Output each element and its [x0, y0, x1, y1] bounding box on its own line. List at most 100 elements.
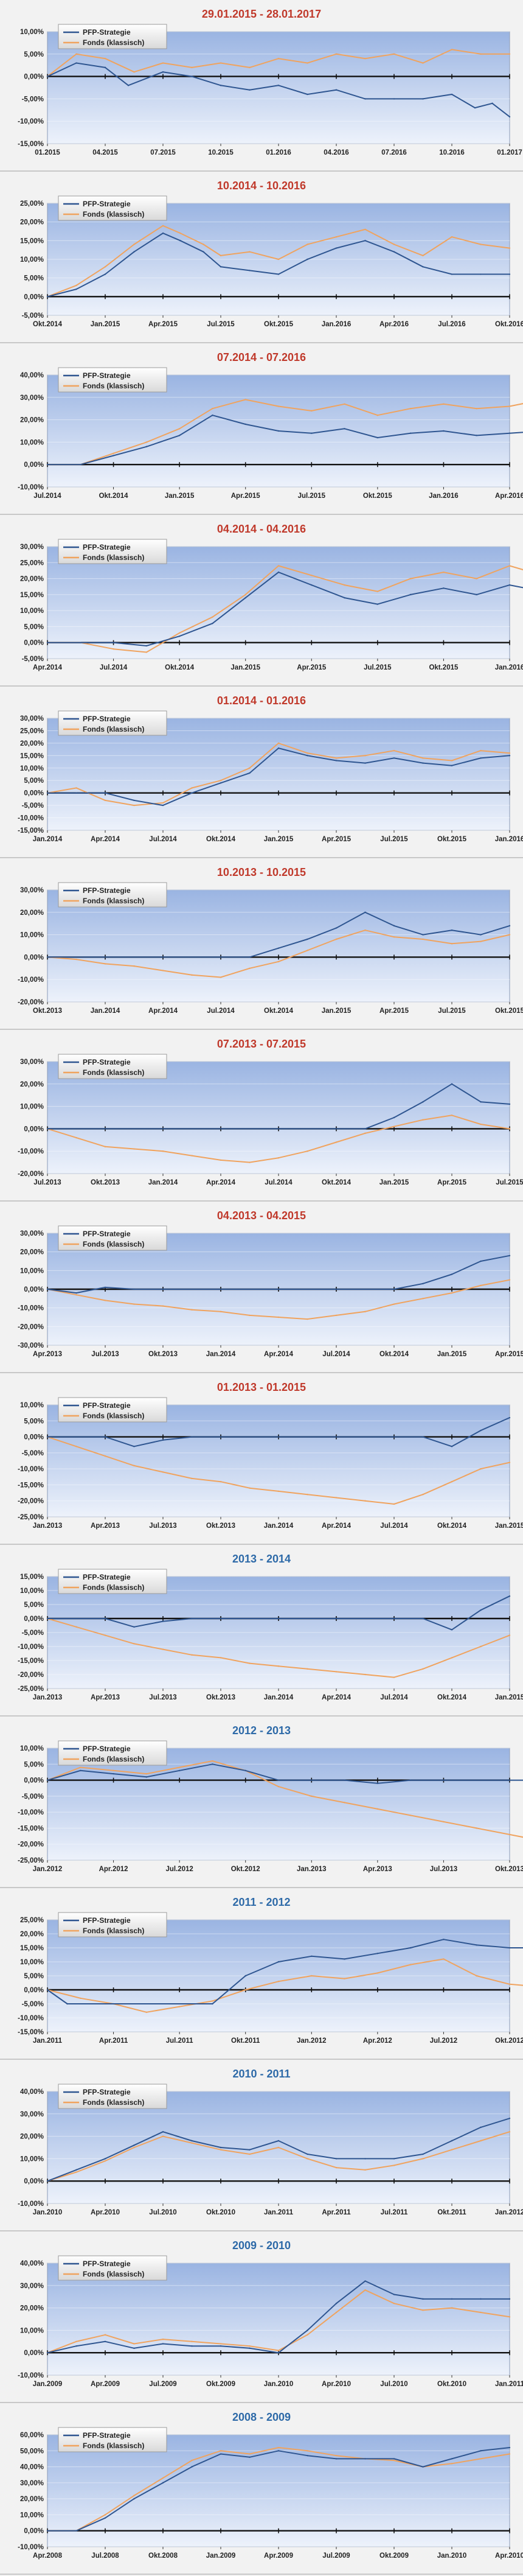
data-point: [422, 2466, 424, 2468]
data-point: [409, 408, 412, 410]
data-point: [476, 435, 477, 436]
data-point: [364, 1673, 366, 1676]
data-point: [451, 1480, 453, 1483]
legend-label: PFP-Strategie: [83, 1401, 131, 1410]
x-tick-label: Jul.2014: [207, 1007, 235, 1015]
y-tick-label: 0,00%: [24, 1615, 44, 1623]
data-point: [409, 432, 412, 434]
legend-label: Fonds (klassisch): [83, 1240, 144, 1248]
data-point: [307, 755, 308, 757]
y-tick-label: -25,00%: [18, 1685, 44, 1693]
y-tick-label: 10,00%: [20, 1402, 44, 1409]
y-tick-label: 10,00%: [20, 1745, 44, 1752]
data-point: [335, 1314, 338, 1317]
x-tick-label: Jul.2014: [380, 1522, 408, 1530]
data-point: [113, 648, 114, 650]
data-point: [46, 1436, 49, 1438]
x-tick-label: Jan.2011: [264, 2209, 294, 2216]
data-point: [162, 2477, 164, 2479]
data-point: [376, 436, 379, 439]
data-point: [162, 1150, 164, 1152]
data-point: [220, 1311, 222, 1312]
data-point: [277, 57, 280, 60]
y-tick-label: -5,00%: [22, 802, 44, 810]
legend-label: Fonds (klassisch): [83, 2098, 144, 2107]
data-point: [393, 2165, 395, 2166]
y-tick-label: 30,00%: [20, 394, 44, 402]
data-point: [244, 399, 246, 401]
data-point: [335, 2303, 338, 2305]
y-tick-label: 30,00%: [20, 1059, 44, 1066]
chart-panel: 10.2014 - 10.2016 25,00% 20,00% 15,00% 10,00…: [0, 172, 523, 343]
x-tick-label: Jan.2015: [495, 1694, 523, 1701]
x-tick-label: Jan.2014: [206, 1351, 236, 1358]
data-point: [311, 410, 313, 412]
data-point: [277, 1981, 280, 1983]
data-point: [104, 57, 106, 60]
x-tick-label: Okt.2014: [33, 321, 63, 328]
data-point: [422, 266, 424, 268]
y-tick-label: 15,00%: [20, 752, 44, 760]
data-point: [46, 2352, 49, 2354]
y-tick-label: 0,00%: [24, 1434, 44, 1441]
data-point: [46, 2180, 49, 2182]
data-point: [249, 2345, 251, 2347]
data-point: [133, 1148, 135, 1150]
plot-area: [47, 1748, 510, 1861]
legend-label: PFP-Strategie: [83, 2259, 131, 2268]
x-tick-label: 04.2015: [92, 149, 118, 156]
data-point: [508, 934, 511, 936]
data-point: [133, 251, 135, 253]
line-chart: 2009 - 2010 40,00% 30,00% 20,00% 10,00% 0,00%…: [18, 2239, 523, 2388]
data-point: [244, 423, 246, 425]
y-tick-label: 20,00%: [20, 2133, 44, 2141]
data-point: [46, 2530, 49, 2532]
data-point: [422, 2309, 424, 2311]
data-point: [133, 804, 135, 807]
data-point: [480, 53, 482, 55]
data-point: [307, 2334, 308, 2336]
data-point: [178, 635, 181, 637]
data-point: [422, 762, 424, 764]
data-point: [393, 243, 395, 245]
data-point: [480, 749, 482, 752]
data-point: [508, 1983, 511, 1985]
chart-panel: 10.2013 - 10.2015 30,00% 20,00% 10,00% 0,00%…: [0, 858, 523, 1030]
y-tick-label: -10,00%: [18, 118, 44, 125]
x-tick-label: Apr.2015: [495, 1351, 523, 1358]
data-point: [422, 934, 424, 936]
x-tick-label: Jan.2016: [322, 321, 352, 328]
y-tick-label: 20,00%: [20, 1081, 44, 1088]
data-point: [443, 587, 445, 589]
data-point: [335, 1671, 338, 1673]
data-point: [212, 622, 213, 625]
data-point: [133, 1643, 135, 1645]
data-point: [80, 642, 81, 643]
data-point: [508, 247, 511, 249]
data-point: [277, 1316, 280, 1318]
data-point: [212, 2000, 213, 2002]
data-point: [220, 1657, 222, 1659]
line-chart: 2012 - 2013 10,00% 5,00% 0,00% -5,00% -10,00%…: [18, 1724, 523, 1873]
data-point: [376, 603, 379, 605]
chart-title: 2008 - 2009: [232, 2411, 291, 2423]
x-tick-label: 07.2015: [150, 149, 176, 156]
data-point: [443, 1821, 445, 1823]
legend-label: PFP-Strategie: [83, 886, 131, 895]
y-tick-label: -20,00%: [18, 1171, 44, 1178]
data-point: [508, 1255, 511, 1256]
data-point: [75, 2169, 77, 2171]
y-tick-label: -10,00%: [18, 1643, 44, 1651]
data-point: [307, 950, 308, 951]
x-tick-label: Jul.2013: [91, 1351, 119, 1358]
data-point: [451, 2149, 453, 2151]
data-point: [220, 2146, 222, 2149]
data-point: [104, 799, 106, 802]
data-point: [508, 755, 511, 757]
data-point: [249, 1314, 251, 1317]
legend-box: [58, 1740, 167, 1766]
data-point: [480, 757, 482, 759]
data-point: [145, 446, 148, 447]
x-tick-label: Apr.2015: [148, 321, 178, 328]
data-point: [393, 1303, 395, 1305]
